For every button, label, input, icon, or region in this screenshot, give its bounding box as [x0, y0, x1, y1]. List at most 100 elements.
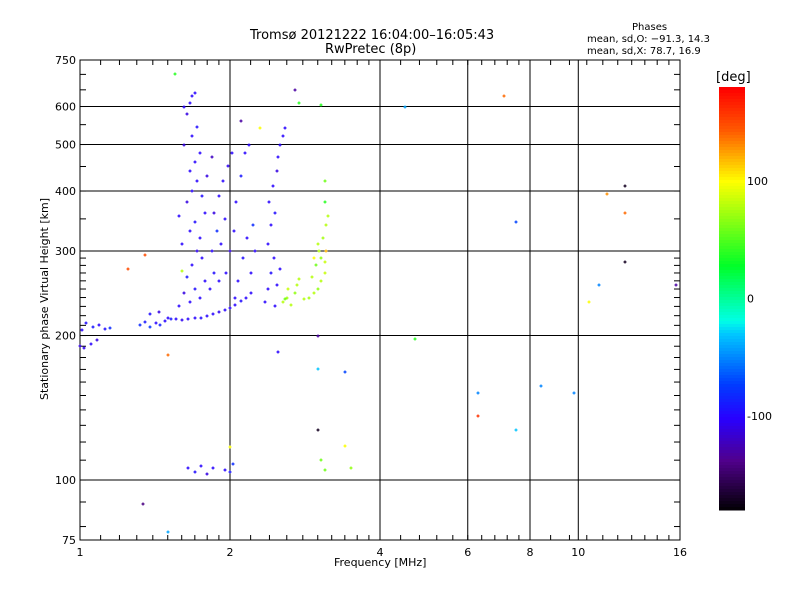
colorbar-segment [719, 390, 745, 394]
data-point [210, 249, 214, 253]
data-point [210, 155, 214, 159]
data-point [193, 160, 197, 164]
colorbar-segment [719, 228, 745, 232]
colorbar-segment [719, 87, 745, 91]
data-point [241, 256, 245, 260]
colorbar-segment [719, 264, 745, 268]
colorbar-segment [719, 447, 745, 451]
colorbar-segment [719, 420, 745, 424]
data-point [80, 328, 84, 332]
colorbar-segment [719, 138, 745, 142]
colorbar-segment [719, 93, 745, 97]
data-point [203, 279, 207, 283]
colorbar-segment [719, 348, 745, 352]
colorbar-segment [719, 99, 745, 103]
colorbar-segment [719, 150, 745, 154]
data-point [230, 151, 234, 155]
colorbar-segment [719, 474, 745, 478]
colorbar-segment [719, 267, 745, 271]
colorbar-segment [719, 282, 745, 286]
colorbar-segment [719, 438, 745, 442]
data-point [324, 223, 328, 227]
colorbar-segment [719, 156, 745, 160]
data-point [231, 462, 235, 466]
colorbar-segment [719, 369, 745, 373]
colorbar-segment [719, 273, 745, 277]
colorbar-label: [deg] [716, 70, 751, 85]
data-point [266, 242, 270, 246]
colorbar-segment [719, 423, 745, 427]
data-point [319, 103, 323, 107]
data-point [190, 134, 194, 138]
colorbar-segment [719, 168, 745, 172]
data-point [97, 323, 101, 327]
data-point [205, 472, 209, 476]
colorbar-segment [719, 276, 745, 280]
data-point [275, 283, 279, 287]
data-point [323, 271, 327, 275]
data-point [195, 249, 199, 253]
x-tick-label: 2 [227, 546, 234, 559]
data-point [200, 194, 204, 198]
data-point [180, 242, 184, 246]
y-tick-label: 300 [55, 245, 76, 258]
colorbar-segment [719, 468, 745, 472]
data-point [258, 126, 262, 130]
colorbar-segment [719, 417, 745, 421]
data-point [316, 334, 320, 338]
colorbar-segment [719, 252, 745, 256]
x-tick-label: 8 [527, 546, 534, 559]
data-point [293, 291, 297, 295]
data-point [281, 134, 285, 138]
colorbar-segment [719, 303, 745, 307]
colorbar-segment [719, 477, 745, 481]
data-point [221, 179, 225, 183]
data-point [278, 267, 282, 271]
colorbar-segment [719, 462, 745, 466]
colorbar-segment [719, 393, 745, 397]
colorbar-segment [719, 96, 745, 100]
data-point [166, 316, 170, 320]
data-point [319, 458, 323, 462]
data-point [180, 269, 184, 273]
data-point [312, 291, 316, 295]
y-tick-label: 600 [55, 101, 76, 114]
colorbar-segment [719, 204, 745, 208]
data-point [239, 299, 243, 303]
colorbar-segment [719, 183, 745, 187]
data-point [198, 236, 202, 240]
data-point [193, 287, 197, 291]
data-point [283, 297, 287, 301]
colorbar-segment [719, 213, 745, 217]
colorbar-segment [719, 387, 745, 391]
colorbar-segment [719, 459, 745, 463]
colorbar-segment [719, 234, 745, 238]
colorbar-segment [719, 231, 745, 235]
stats-o-line: mean, sd,O: −91.3, 14.3 [587, 34, 710, 45]
colorbar-segment [719, 321, 745, 325]
y-tick-label: 750 [55, 54, 76, 67]
data-point [186, 317, 190, 321]
data-point [188, 101, 192, 105]
colorbar-segment [719, 486, 745, 490]
colorbar-segment [719, 207, 745, 211]
data-point [228, 306, 232, 310]
colorbar-segment [719, 192, 745, 196]
colorbar-segment [719, 306, 745, 310]
data-point [166, 530, 170, 534]
data-point [234, 200, 238, 204]
data-point [198, 151, 202, 155]
data-point [217, 279, 221, 283]
data-point [212, 211, 216, 215]
data-point [605, 192, 609, 196]
chart-title: Tromsø 20121222 16:04:00–16:05:43 [250, 28, 495, 43]
colorbar-segment [719, 216, 745, 220]
colorbar-segment [719, 345, 745, 349]
data-point [154, 321, 158, 325]
colorbar-segment [719, 240, 745, 244]
data-point [251, 223, 255, 227]
data-point [228, 445, 232, 449]
colorbar-segment [719, 366, 745, 370]
data-point [236, 279, 240, 283]
colorbar-segment [719, 453, 745, 457]
